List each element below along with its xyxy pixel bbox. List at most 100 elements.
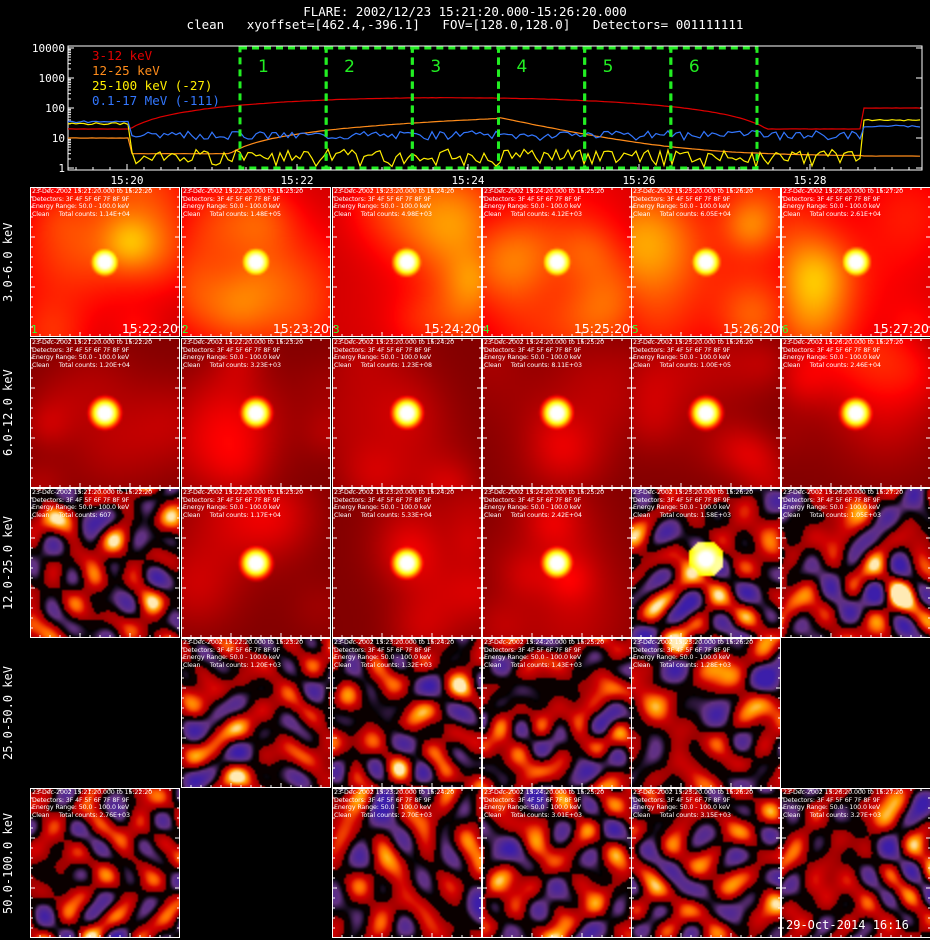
y-tick-label: 10000 (32, 42, 65, 55)
panel-energy-range: Energy Range: 50.0 - 100.0 keV (484, 203, 582, 210)
clean-image (30, 338, 180, 488)
panel-energy-range: Energy Range: 50.0 - 100.0 keV (783, 354, 881, 361)
panel-clean-label: Clean Total counts: (783, 511, 851, 519)
panel-time-range: 23-Dec-2002 15:23:20.000 to 15:24:20 (334, 188, 455, 195)
panel-clean-label: Clean Total counts: (633, 661, 701, 669)
clean-image-panel: 23-Dec-2002 15:22:20.000 to 15:23:20 Dete… (181, 638, 331, 788)
panel-total-counts: Clean Total counts: 1.43E+03 (484, 662, 604, 670)
interval-box (583, 46, 673, 170)
panel-total-counts: Clean Total counts: 607 (32, 512, 152, 520)
clean-image-panel: 23-Dec-2002 15:23:20.000 to 15:24:20 Dete… (332, 488, 482, 638)
panel-total-counts: Clean Total counts: 2.46E+04 (783, 362, 903, 370)
panel-time-range: 23-Dec-2002 15:24:20.000 to 15:25:20 (484, 489, 605, 496)
panel-info-text: 23-Dec-2002 15:22:20.000 to 15:23:20 Dete… (183, 489, 303, 519)
panel-total-counts: Clean Total counts: 1.17E+04 (183, 512, 303, 520)
panel-energy-range: Energy Range: 50.0 - 100.0 keV (633, 504, 731, 511)
legend-entry: 12-25 keV (92, 63, 160, 78)
panel-energy-range: Energy Range: 50.0 - 100.0 keV (783, 504, 881, 511)
interval-number: 1 (31, 323, 38, 336)
clean-image-panel: 23-Dec-2002 15:22:20.000 to 15:23:20 Dete… (181, 488, 331, 638)
clean-image (781, 488, 930, 638)
panel-count-value: 3.27E+03 (850, 811, 881, 819)
panel-clean-label: Clean Total counts: (633, 210, 701, 218)
panel-info-text: 23-Dec-2002 15:23:20.000 to 15:24:20 Dete… (334, 339, 454, 369)
panel-count-value: 1.17E+04 (250, 511, 281, 519)
x-tick-label: 15:24 (451, 174, 484, 187)
clean-image-panel: 23-Dec-2002 15:25:20.000 to 15:26:20 Dete… (631, 187, 781, 337)
panel-total-counts: Clean Total counts: 2.42E+04 (484, 512, 604, 520)
clean-image-panel: 23-Dec-2002 15:24:20.000 to 15:25:20 Dete… (482, 338, 632, 488)
clean-image-panel: 23-Dec-2002 15:24:20.000 to 15:25:20 Dete… (482, 187, 632, 337)
panel-detectors: Detectors: 3F 4F 5F 6F 7F 8F 9F (633, 496, 731, 504)
energy-row-label: 6.0-12.0 keV (1, 369, 15, 457)
panel-info-text: 23-Dec-2002 15:24:20.000 to 15:25:20 Dete… (484, 789, 604, 819)
legend-entry: 25-100 keV (-27) (92, 78, 213, 93)
interval-label: 3 (430, 57, 441, 77)
panel-end-time: 15:22:20 (121, 321, 178, 336)
panel-info-text: 23-Dec-2002 15:25:20.000 to 15:26:20 Dete… (633, 188, 753, 218)
panel-count-value: 2.76E+03 (99, 811, 130, 819)
clean-image-panel: 23-Dec-2002 15:21:20.000 to 15:22:20 Dete… (30, 488, 180, 638)
panel-time-range: 23-Dec-2002 15:25:20.000 to 15:26:20 (633, 789, 754, 796)
energy-row-label: 50.0-100.0 keV (1, 812, 15, 914)
panel-time-range: 23-Dec-2002 15:23:20.000 to 15:24:20 (334, 339, 455, 346)
legend-entry: 0.1-17 MeV (-111) (92, 93, 220, 108)
panel-energy-range: Energy Range: 50.0 - 100.0 keV (32, 203, 130, 210)
panel-total-counts: Clean Total counts: 1.28E+03 (633, 662, 753, 670)
panel-clean-label: Clean Total counts: (183, 661, 251, 669)
panel-count-value: 1.32E+03 (401, 661, 432, 669)
panel-total-counts: Clean Total counts: 3.23E+03 (183, 362, 303, 370)
interval-label: 6 (689, 57, 700, 77)
y-tick-label: 10 (52, 132, 65, 145)
clean-image (181, 488, 331, 638)
panel-count-value: 3.01E+03 (551, 811, 582, 819)
panel-clean-label: Clean Total counts: (334, 210, 402, 218)
lightcurve-plot: 10000 1000 100 10 1 15:20 15:22 15:24 15:26 15:28… (32, 42, 923, 187)
panel-detectors: Detectors: 3F 4F 5F 6F 7F 8F 9F (633, 195, 731, 203)
panel-detectors: Detectors: 3F 4F 5F 6F 7F 8F 9F (183, 346, 281, 354)
panel-info-text: 23-Dec-2002 15:26:20.000 to 15:27:20 Dete… (783, 188, 903, 218)
panel-time-range: 23-Dec-2002 15:23:20.000 to 15:24:20 (334, 639, 455, 646)
panel-count-value: 2.70E+03 (401, 811, 432, 819)
panel-axis-ticks (30, 338, 180, 488)
panel-total-counts: Clean Total counts: 3.15E+03 (633, 812, 753, 820)
panel-energy-range: Energy Range: 50.0 - 100.0 keV (183, 354, 281, 361)
clean-image-panel: 23-Dec-2002 15:24:20.000 to 15:25:20 Dete… (482, 788, 632, 938)
x-tick-label: 15:20 (110, 174, 143, 187)
panel-info-text: 23-Dec-2002 15:25:20.000 to 15:26:20 Dete… (633, 489, 753, 519)
panel-clean-label: Clean Total counts: (633, 361, 701, 369)
panel-info-text: 23-Dec-2002 15:24:20.000 to 15:25:20 Dete… (484, 188, 604, 218)
panel-time-range: 23-Dec-2002 15:24:20.000 to 15:25:20 (484, 639, 605, 646)
x-tick-label: 15:28 (793, 174, 826, 187)
legend-entry: 3-12 keV (92, 48, 153, 63)
panel-detectors: Detectors: 3F 4F 5F 6F 7F 8F 9F (183, 496, 281, 504)
clean-image-panel: 23-Dec-2002 15:26:20.000 to 15:27:20 Dete… (781, 488, 930, 638)
panel-time-range: 23-Dec-2002 15:22:20.000 to 15:23:20 (183, 188, 304, 195)
clean-image (781, 338, 930, 488)
panel-count-value: 1.43E+03 (551, 661, 582, 669)
panel-time-range: 23-Dec-2002 15:21:20.000 to 15:22:20 (32, 789, 153, 796)
panel-clean-label: Clean Total counts: (334, 811, 402, 819)
energy-row-label: 25.0-50.0 keV (1, 666, 15, 760)
flare-title: FLARE: 2002/12/23 15:21:20.000-15:26:20.… (303, 4, 627, 19)
panel-count-value: 3.15E+03 (700, 811, 731, 819)
panel-time-range: 23-Dec-2002 15:26:20.000 to 15:27:20 (783, 789, 904, 796)
panel-count-value: 1.28E+03 (700, 661, 731, 669)
series-line (68, 96, 921, 130)
clean-image-panel: 23-Dec-2002 15:22:20.000 to 15:23:20 Dete… (181, 187, 331, 337)
panel-detectors: Detectors: 3F 4F 5F 6F 7F 8F 9F (183, 646, 281, 654)
panel-time-range: 23-Dec-2002 15:26:20.000 to 15:27:20 (783, 339, 904, 346)
panel-clean-label: Clean Total counts: (32, 210, 100, 218)
panel-info-text: 23-Dec-2002 15:23:20.000 to 15:24:20 Dete… (334, 188, 454, 218)
panel-time-range: 23-Dec-2002 15:21:20.000 to 15:22:20 (32, 489, 153, 496)
panel-axis-ticks (332, 788, 482, 938)
panel-axis-ticks (181, 338, 331, 488)
panel-energy-range: Energy Range: 50.0 - 100.0 keV (783, 203, 881, 210)
panel-time-range: 23-Dec-2002 15:26:20.000 to 15:27:20 (783, 188, 904, 195)
panel-time-range: 23-Dec-2002 15:23:20.000 to 15:24:20 (334, 789, 455, 796)
panel-count-value: 4.12E+03 (551, 210, 582, 218)
clean-image (181, 338, 331, 488)
panel-end-time: 15:25:20 (573, 321, 630, 336)
clean-image-panel: 23-Dec-2002 15:21:20.000 to 15:22:20 Dete… (30, 187, 180, 337)
flare-subtitle: clean xyoffset=[462.4,-396.1] FOV=[128.0… (186, 17, 744, 32)
